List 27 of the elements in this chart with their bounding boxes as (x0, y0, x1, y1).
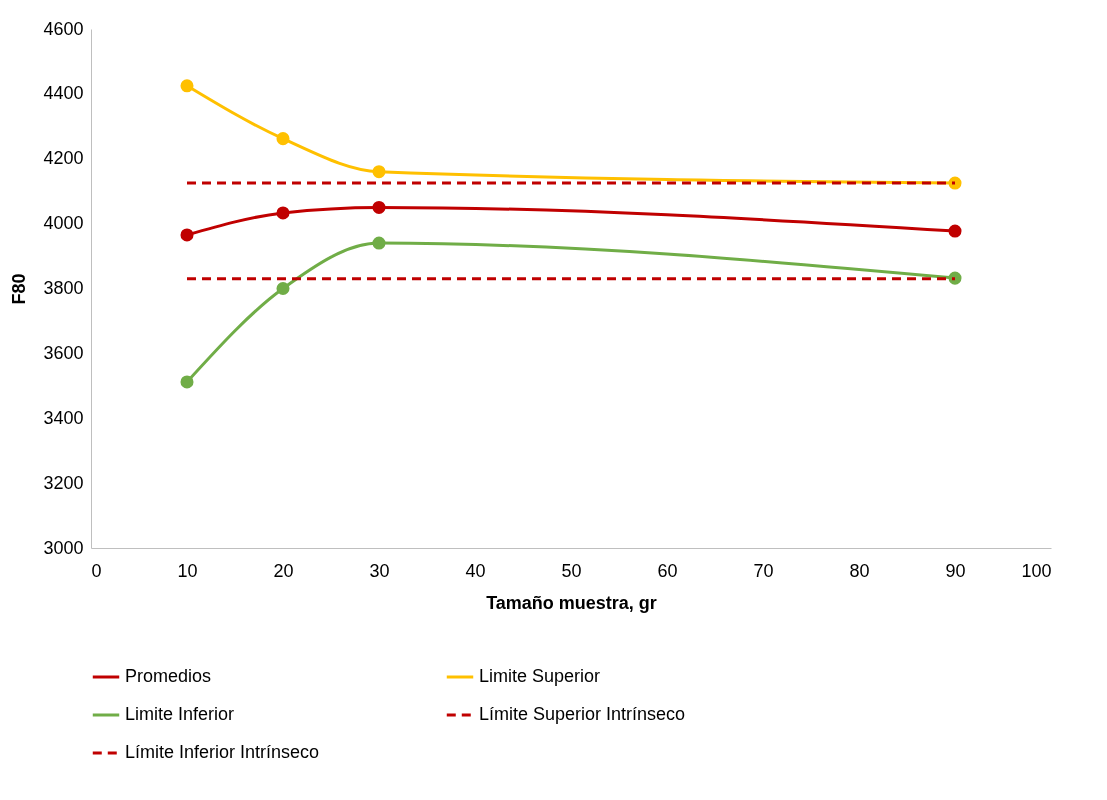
legend-label: Limite Inferior (125, 704, 235, 724)
x-tick-label: 10 (177, 560, 198, 581)
x-tick-label: 90 (945, 560, 966, 581)
x-tick-label: 0 (91, 560, 102, 581)
x-tick-label: 20 (273, 560, 294, 581)
y-axis-title: F80 (9, 273, 30, 305)
y-tick-label: 4000 (43, 213, 84, 234)
x-tick-label: 30 (369, 560, 390, 581)
y-tick-label: 3200 (43, 472, 84, 493)
y-tick-label: 3000 (43, 537, 84, 558)
y-tick-label: 3400 (43, 407, 84, 428)
legend-label: Promedios (125, 666, 212, 686)
y-tick-label: 3600 (43, 342, 84, 363)
x-tick-label: 40 (465, 560, 486, 581)
x-tick-label: 100 (1021, 560, 1052, 581)
legend-label: Limite Superior (479, 666, 601, 686)
x-axis-title: Tamaño muestra, gr (486, 592, 657, 613)
x-tick-label: 60 (657, 560, 678, 581)
y-tick-label: 4400 (43, 83, 84, 104)
y-tick-label: 4600 (43, 18, 84, 39)
y-tick-label: 4200 (43, 148, 84, 169)
x-tick-label: 70 (753, 560, 774, 581)
x-tick-label: 50 (561, 560, 582, 581)
x-tick-label: 80 (849, 560, 870, 581)
legend-label: Límite Inferior Intrínseco (125, 742, 320, 762)
legend-label: Límite Superior Intrínseco (479, 704, 686, 724)
y-tick-label: 3800 (43, 278, 84, 298)
